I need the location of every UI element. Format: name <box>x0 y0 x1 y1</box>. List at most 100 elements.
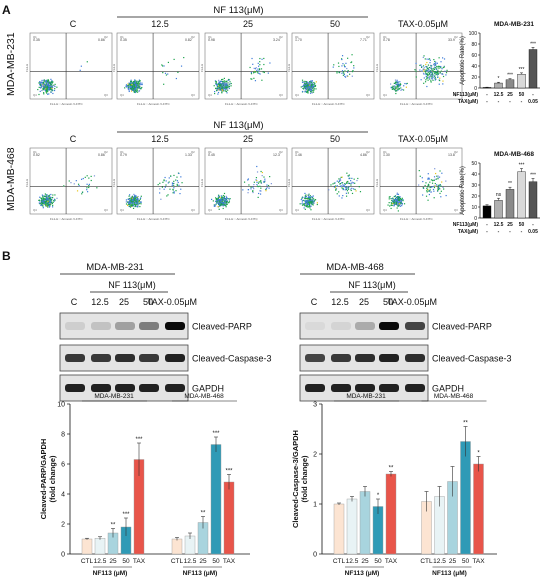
data-point <box>433 179 435 181</box>
data-point <box>217 82 220 84</box>
data-point <box>403 203 406 205</box>
data-point <box>439 72 441 74</box>
data-point <box>213 204 215 206</box>
data-point <box>228 200 231 202</box>
data-point <box>395 81 397 83</box>
data-point <box>42 207 44 209</box>
data-point <box>252 186 254 188</box>
data-point <box>307 89 309 92</box>
data-point <box>136 197 138 199</box>
data-point <box>388 198 390 200</box>
data-point <box>261 171 264 174</box>
data-point <box>133 90 135 92</box>
data-point <box>130 83 132 85</box>
data-point <box>439 183 441 186</box>
data-point <box>310 88 313 90</box>
data-point <box>219 83 221 85</box>
lane-label: TAX-0.05μM <box>387 297 437 307</box>
data-point <box>136 200 138 202</box>
data-point <box>260 182 263 184</box>
data-point <box>308 89 310 91</box>
data-point <box>131 85 134 87</box>
data-point <box>50 201 53 203</box>
data-point <box>56 86 58 88</box>
data-point <box>160 198 162 200</box>
data-point <box>50 193 52 196</box>
data-point <box>438 187 440 189</box>
data-point <box>131 89 134 91</box>
data-point <box>78 185 80 187</box>
nf-row-value: 25 <box>507 222 513 228</box>
data-point <box>47 197 49 199</box>
y-tick-label: 30 <box>471 183 477 189</box>
data-point <box>350 182 352 185</box>
data-point <box>434 72 436 74</box>
data-point <box>306 81 308 83</box>
data-point <box>46 196 48 198</box>
data-point <box>133 196 135 198</box>
data-point <box>421 70 423 72</box>
blot-band <box>165 354 185 362</box>
plot-frame <box>204 147 288 215</box>
data-point <box>430 72 433 74</box>
data-point <box>226 84 228 86</box>
data-point <box>446 69 448 71</box>
column-label: TAX-0.05μM <box>398 19 448 29</box>
data-point <box>433 62 435 65</box>
data-point <box>431 186 433 188</box>
data-point <box>401 202 403 205</box>
data-point <box>51 82 53 84</box>
data-point <box>217 196 219 198</box>
significance-mark: *** <box>225 469 233 475</box>
data-point <box>140 201 142 203</box>
data-point <box>131 82 133 84</box>
data-point <box>304 81 306 84</box>
data-point <box>303 207 305 209</box>
data-point <box>394 202 397 204</box>
data-point <box>217 86 219 88</box>
data-point <box>42 201 44 203</box>
data-point <box>438 83 440 85</box>
data-point <box>180 65 183 67</box>
data-point <box>141 86 143 89</box>
data-point <box>436 67 438 69</box>
data-point <box>397 82 399 84</box>
data-point <box>397 196 399 198</box>
data-point <box>437 76 439 78</box>
data-point <box>129 206 132 208</box>
tax-row-value: - <box>498 229 500 235</box>
data-point <box>137 82 139 84</box>
data-point <box>42 198 44 200</box>
data-point <box>138 81 140 83</box>
data-point <box>309 200 311 203</box>
lane-label: TAX-0.05μM <box>147 297 197 307</box>
data-point <box>221 204 223 206</box>
data-point <box>432 73 434 75</box>
data-point <box>358 186 360 188</box>
data-point <box>242 189 244 191</box>
blot-band <box>355 354 375 362</box>
data-point <box>445 180 447 182</box>
data-point <box>48 197 50 199</box>
x-axis-text: FL1-H :: Annexin V-FITC <box>225 102 259 106</box>
category-label: 50 <box>122 558 130 565</box>
data-point <box>135 90 137 93</box>
data-point <box>304 91 306 93</box>
data-point <box>53 200 56 202</box>
data-point <box>266 184 268 186</box>
nf-row-value: - <box>532 222 534 228</box>
data-point <box>219 198 221 201</box>
blot-treatment-header: NF 113(μM) <box>108 280 156 290</box>
data-point <box>439 192 441 195</box>
data-point <box>314 85 317 87</box>
data-point <box>165 74 168 76</box>
y-axis-text: FL2-H <box>375 64 379 72</box>
data-point <box>340 58 343 60</box>
data-point <box>210 198 213 200</box>
data-point <box>43 202 46 205</box>
data-point <box>133 199 136 201</box>
data-point <box>225 198 227 200</box>
y-tick-label: 10 <box>57 402 65 409</box>
